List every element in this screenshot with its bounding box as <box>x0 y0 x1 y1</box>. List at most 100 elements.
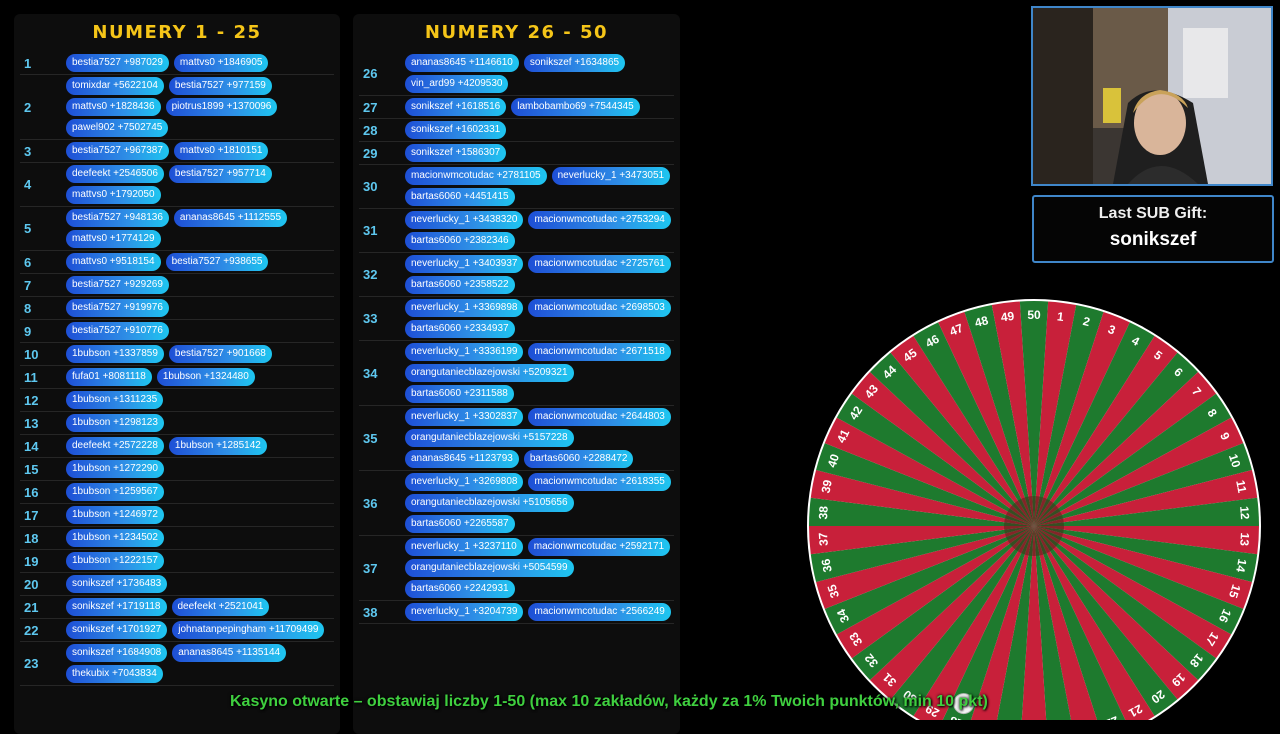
panel-title: NUMERY 1 - 25 <box>92 22 262 43</box>
bet-chips: 1bubson +1246972 <box>66 506 334 524</box>
wheel-number-label: 47 <box>948 321 966 339</box>
bet-chip: 1bubson +1311235 <box>66 391 164 409</box>
bet-number: 2 <box>24 99 32 115</box>
roulette-wheel: 1234567891011121314151617181920212223242… <box>807 299 1261 720</box>
bet-row-12: 12 1bubson +1311235 <box>20 389 334 412</box>
bet-chips: 1bubson +1337859 bestia7527 +901668 <box>66 345 334 363</box>
wheel-segment-4 <box>1034 322 1155 526</box>
bet-number: 12 <box>24 392 39 408</box>
bet-chips: sonikszef +1602331 <box>405 121 674 139</box>
bet-chip: 1bubson +1298123 <box>66 414 164 432</box>
bet-row-31: 31 neverlucky_1 +3438320 macionwmcotudac +… <box>359 209 674 253</box>
bet-chips: bestia7527 +948136 ananas8645 +1112555 mat… <box>66 209 334 248</box>
bet-row-30: 30 macionwmcotudac +2781105 neverlucky_1 +… <box>359 165 674 209</box>
bet-number: 9 <box>24 323 32 339</box>
bet-chip: pawel902 +7502745 <box>66 119 169 137</box>
bet-number: 23 <box>24 656 39 671</box>
bet-chip: mattvs0 +9518154 <box>66 253 161 271</box>
bet-row-17: 17 1bubson +1246972 <box>20 504 334 527</box>
wheel-number-label: 13 <box>1237 532 1252 547</box>
bet-number: 30 <box>363 179 378 194</box>
wheel-segment-50 <box>1019 300 1049 526</box>
wheel-segment-5 <box>1034 336 1178 526</box>
bet-number: 10 <box>24 346 39 362</box>
bet-number: 37 <box>363 560 378 576</box>
bet-chips: fufa01 +8081118 1bubson +1324480 <box>66 368 334 386</box>
bet-chip: fufa01 +8081118 <box>66 368 152 386</box>
wheel-segment-48 <box>964 304 1034 526</box>
bet-number: 26 <box>363 66 378 81</box>
bet-number: 7 <box>24 277 32 293</box>
wheel-number-label: 22 <box>1103 713 1121 720</box>
bet-chips: sonikszef +1736483 <box>66 575 334 593</box>
wheel-number-label: 21 <box>1126 702 1145 720</box>
bet-row-27: 27 sonikszef +1618516 lambobambo69 +754434… <box>359 96 674 119</box>
wheel-segment-17 <box>1034 526 1232 659</box>
wheel-number-label: 39 <box>819 478 835 494</box>
bet-chip: bartas6060 +2334937 <box>405 320 515 338</box>
bet-chips: sonikszef +1586307 <box>405 144 674 162</box>
bet-chip: bartas6060 +2382346 <box>405 232 515 250</box>
wheel-number-label: 2 <box>1081 314 1091 329</box>
bet-row-8: 8 bestia7527 +919976 <box>20 297 334 320</box>
wheel-number-label: 50 <box>1027 308 1041 322</box>
bet-chips: mattvs0 +9518154 bestia7527 +938655 <box>66 253 334 271</box>
bet-row-28: 28 sonikszef +1602331 <box>359 119 674 142</box>
bet-chips: ananas8645 +1146610 sonikszef +1634865 vin… <box>405 54 674 93</box>
wheel-segment-12 <box>1034 497 1259 526</box>
bet-chips: deefeekt +2546506 bestia7527 +957714 mattv… <box>66 165 334 204</box>
wheel-segment-37 <box>809 526 1034 555</box>
bet-chip: sonikszef +1701927 <box>66 621 168 639</box>
bet-number: 20 <box>24 576 39 592</box>
bet-chip: bestia7527 +910776 <box>66 322 169 340</box>
roulette-ball <box>953 693 975 715</box>
bet-chip: bestia7527 +987029 <box>66 54 169 72</box>
bet-chip: lambobambo69 +7544345 <box>511 98 640 116</box>
wheel-segment-47 <box>938 312 1034 526</box>
bet-number: 38 <box>363 604 378 620</box>
bet-chip: 1bubson +1234502 <box>66 529 164 547</box>
bet-row-37: 37 neverlucky_1 +3237110 macionwmcotudac +… <box>359 536 674 601</box>
bet-row-36: 36 neverlucky_1 +3269808 macionwmcotudac +… <box>359 471 674 536</box>
bets-panel-1-25: NUMERY 1 - 25 1 bestia7527 +987029 mattvs0… <box>14 14 340 734</box>
wheel-segment-46 <box>913 322 1034 526</box>
bet-chips: bestia7527 +919976 <box>66 299 334 317</box>
bet-chip: 1bubson +1285142 <box>168 437 267 455</box>
wheel-segment-16 <box>1034 526 1244 635</box>
wheel-segment-15 <box>1034 526 1252 609</box>
bet-row-20: 20 sonikszef +1736483 <box>20 573 334 596</box>
bet-chip: bestia7527 +901668 <box>168 345 272 363</box>
bet-chip: neverlucky_1 +3302837 <box>405 408 524 426</box>
bet-chip: macionwmcotudac +2698503 <box>528 299 671 317</box>
bet-row-33: 33 neverlucky_1 +3369898 macionwmcotudac +… <box>359 297 674 341</box>
bet-row-13: 13 1bubson +1298123 <box>20 412 334 435</box>
bet-chip: bartas6060 +2288472 <box>523 450 634 468</box>
bet-chip: neverlucky_1 +3269808 <box>405 473 524 491</box>
bet-row-2: 2 tomixdar +5622104 bestia7527 +977159 matt… <box>20 75 334 140</box>
wheel-segment-44 <box>869 352 1034 526</box>
bet-chips: bestia7527 +929269 <box>66 276 334 294</box>
wheel-number-label: 49 <box>1000 309 1015 325</box>
bet-chip: deefeekt +2572228 <box>66 437 164 455</box>
bet-chip: neverlucky_1 +3336199 <box>405 343 524 361</box>
bet-chips: neverlucky_1 +3403937 macionwmcotudac +27… <box>405 255 674 294</box>
bet-chips: 1bubson +1222157 <box>66 552 334 570</box>
last-sub-gift-box: Last SUB Gift: sonikszef <box>1032 195 1274 263</box>
bet-chip: 1bubson +1337859 <box>66 345 164 363</box>
wheel-segment-25 <box>1021 526 1047 720</box>
bet-number: 1 <box>24 55 32 71</box>
bet-chip: bartas6060 +2265587 <box>405 515 515 533</box>
bet-chips: 1bubson +1272290 <box>66 460 334 478</box>
bet-chips: sonikszef +1719118 deefeekt +2521041 <box>66 598 334 616</box>
bet-row-10: 10 1bubson +1337859 bestia7527 +901668 <box>20 343 334 366</box>
wheel-segment-35 <box>816 526 1034 609</box>
bet-chip: macionwmcotudac +2566249 <box>528 603 671 621</box>
bet-chip: macionwmcotudac +2781105 <box>405 167 547 185</box>
bet-row-15: 15 1bubson +1272290 <box>20 458 334 481</box>
wheel-segment-20 <box>1034 526 1178 716</box>
bet-number: 8 <box>24 300 32 316</box>
bet-chip: neverlucky_1 +3403937 <box>405 255 524 273</box>
bet-number: 14 <box>24 438 39 454</box>
bet-number: 19 <box>24 553 39 569</box>
bet-chips: neverlucky_1 +3336199 macionwmcotudac +26… <box>405 343 674 403</box>
